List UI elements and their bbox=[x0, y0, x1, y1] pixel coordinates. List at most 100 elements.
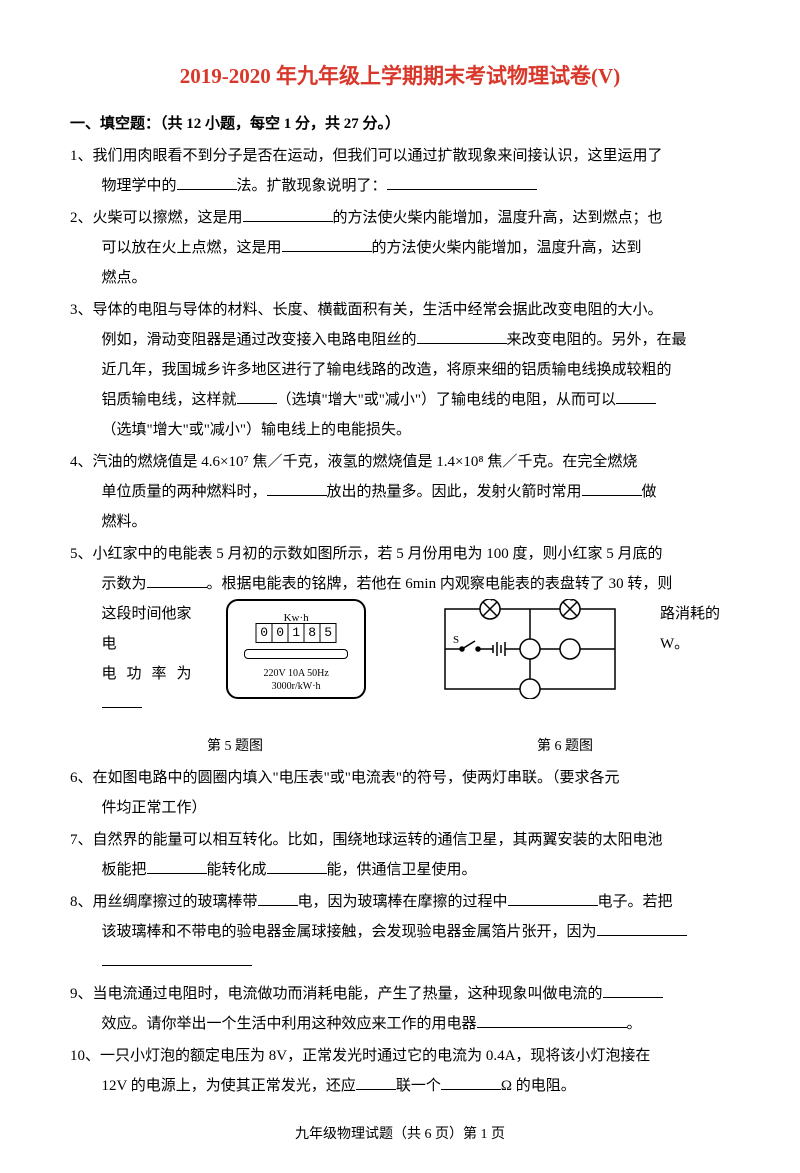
q9-blank1[interactable] bbox=[603, 982, 663, 998]
q10-t1: 一只小灯泡的额定电压为 8V，正常发光时通过它的电流为 0.4A，现将该小灯泡接… bbox=[100, 1048, 650, 1064]
circuit-l2-label: L₂ bbox=[563, 599, 574, 602]
question-8: 8、用丝绸摩擦过的玻璃棒带电，因为玻璃棒在摩擦的过程中电子。若把 该玻璃棒和不带… bbox=[70, 887, 730, 977]
q1-num: 1、 bbox=[70, 148, 93, 164]
q10-t2: 12V 的电源上，为使其正常发光，还应 bbox=[102, 1078, 356, 1094]
q7-blank2[interactable] bbox=[267, 858, 327, 874]
circuit-figure: L₁ L₂ S bbox=[435, 599, 625, 699]
q5-blank2[interactable] bbox=[102, 692, 142, 708]
q4-t4: 做 bbox=[642, 484, 657, 500]
q9-blank2[interactable] bbox=[477, 1012, 627, 1028]
q7-blank1[interactable] bbox=[147, 858, 207, 874]
q4-line2: 单位质量的两种燃料时， 放出的热量多。因此，发射火箭时常用 做 bbox=[70, 484, 657, 500]
q8-t4: 该玻璃棒和不带电的验电器金属球接触，会发现验电器金属箔片张开，因为 bbox=[102, 924, 597, 940]
q7-num: 7、 bbox=[70, 832, 93, 848]
question-3: 3、导体的电阻与导体的材料、长度、横截面积有关，生活中经常会据此改变电阻的大小。… bbox=[70, 295, 730, 445]
q1-blank2[interactable] bbox=[387, 174, 537, 190]
meter-line1: 220V 10A 50Hz bbox=[263, 668, 328, 679]
q7-t3: 能转化成 bbox=[207, 862, 267, 878]
q2-t3: 可以放在火上点燃，这是用 bbox=[102, 240, 282, 256]
meter-disc-icon bbox=[244, 649, 348, 659]
q5-blank1[interactable] bbox=[147, 572, 207, 588]
q8-t3: 电子。若把 bbox=[598, 894, 673, 910]
q5-right-text: 路消耗的 W。 bbox=[660, 599, 730, 659]
circuit-s-label: S bbox=[453, 634, 459, 646]
q10-blank1[interactable] bbox=[356, 1074, 396, 1090]
q3-t5: 铝质输电线，这样就 bbox=[102, 392, 237, 408]
q5-t3: 。根据电能表的铭牌，若他在 6min 内观察电能表的表盘转了 30 转，则 bbox=[207, 576, 673, 592]
q8-blank1[interactable] bbox=[258, 890, 298, 906]
q2-t2: 的方法使火柴内能增加，温度升高，达到燃点；也 bbox=[333, 210, 663, 226]
q1-line2: 物理学中的 法。扩散现象说明了： bbox=[70, 178, 537, 194]
q2-t4: 的方法使火柴内能增加，温度升高，达到 bbox=[372, 240, 642, 256]
q2-line2: 可以放在火上点燃，这是用 的方法使火柴内能增加，温度升高，达到 bbox=[70, 240, 642, 256]
q10-blank2[interactable] bbox=[441, 1074, 501, 1090]
q7-t4: 能，供通信卫星使用。 bbox=[327, 862, 477, 878]
q8-line2: 该玻璃棒和不带电的验电器金属球接触，会发现验电器金属箔片张开，因为 bbox=[70, 924, 687, 940]
q1-t2: 物理学中的 bbox=[102, 178, 177, 194]
q3-t2: 例如，滑动变阻器是通过改变接入电路电阻丝的 bbox=[102, 332, 417, 348]
q9-num: 9、 bbox=[70, 986, 93, 1002]
q2-blank2[interactable] bbox=[282, 236, 372, 252]
q3-t1: 导体的电阻与导体的材料、长度、横截面积有关，生活中经常会据此改变电阻的大小。 bbox=[93, 302, 663, 318]
q3-t7: （选填"增大"或"减小"）输电线上的电能损失。 bbox=[70, 422, 411, 438]
q4-blank2[interactable] bbox=[582, 480, 642, 496]
circuit-l1-label: L₁ bbox=[483, 599, 494, 602]
q9-t3: 。 bbox=[627, 1016, 642, 1032]
q8-line3 bbox=[70, 954, 252, 970]
q10-num: 10、 bbox=[70, 1048, 100, 1064]
q1-blank1[interactable] bbox=[177, 174, 237, 190]
q5-t2: 示数为 bbox=[102, 576, 147, 592]
q3-blank2[interactable] bbox=[237, 388, 277, 404]
figure-captions: 第 5 题图 第 6 题图 bbox=[70, 727, 730, 761]
q8-blank4[interactable] bbox=[102, 950, 252, 966]
q5-num: 5、 bbox=[70, 546, 93, 562]
page-title: 2019-2020 年九年级上学期期末考试物理试卷(V) bbox=[70, 60, 730, 90]
meter-d1: 0 bbox=[273, 624, 289, 642]
meter-info: 220V 10A 50Hz 3000r/kW·h bbox=[228, 667, 364, 693]
q5-t4b: 路消耗的 bbox=[660, 606, 720, 622]
q7-line2: 板能把 能转化成 能，供通信卫星使用。 bbox=[70, 862, 477, 878]
question-1: 1、我们用肉眼看不到分子是否在运动，但我们可以通过扩散现象来间接认识，这里运用了… bbox=[70, 141, 730, 201]
q4-blank1[interactable] bbox=[267, 480, 327, 496]
q7-t2: 板能把 bbox=[102, 862, 147, 878]
q4-t2: 单位质量的两种燃料时， bbox=[102, 484, 267, 500]
meter-d3: 8 bbox=[305, 624, 321, 642]
q9-t1: 当电流通过电阻时，电流做功而消耗电能，产生了热量，这种现象叫做电流的 bbox=[93, 986, 603, 1002]
question-2: 2、火柴可以擦燃，这是用的方法使火柴内能增加，温度升高，达到燃点；也 可以放在火… bbox=[70, 203, 730, 293]
q8-blank2[interactable] bbox=[508, 890, 598, 906]
q4-t3: 放出的热量多。因此，发射火箭时常用 bbox=[327, 484, 582, 500]
q2-t1: 火柴可以擦燃，这是用 bbox=[93, 210, 243, 226]
meter-d0: 0 bbox=[257, 624, 273, 642]
q8-t1: 用丝绸摩擦过的玻璃棒带 bbox=[93, 894, 258, 910]
q2-t5: 燃点。 bbox=[70, 270, 147, 286]
q5-left-text: 这段时间他家电 电功率为 bbox=[102, 599, 192, 719]
q3-blank1[interactable] bbox=[417, 328, 507, 344]
q3-num: 3、 bbox=[70, 302, 93, 318]
q10-t4: Ω 的电阻。 bbox=[501, 1078, 576, 1094]
q10-t3: 联一个 bbox=[396, 1078, 441, 1094]
q8-blank3[interactable] bbox=[597, 920, 687, 936]
q3-blank3[interactable] bbox=[616, 388, 656, 404]
q5-fig-row: 这段时间他家电 电功率为 Kw·h 0 0 1 8 5 220V bbox=[70, 599, 730, 719]
q2-blank1[interactable] bbox=[243, 206, 333, 222]
meter-digits: 0 0 1 8 5 bbox=[256, 623, 337, 643]
q3-t4: 近几年，我国城乡许多地区进行了输电线路的改造，将原来细的铝质输电线换成较粗的 bbox=[70, 362, 672, 378]
q4-t1: 汽油的燃烧值是 4.6×10⁷ 焦／千克，液氢的燃烧值是 1.4×10⁸ 焦／千… bbox=[93, 454, 638, 470]
q1-t3: 法。扩散现象说明了： bbox=[237, 178, 387, 194]
page-footer: 九年级物理试题（共 6 页）第 1 页 bbox=[70, 1123, 730, 1143]
q5-t4a: 这段时间他家电 bbox=[102, 606, 192, 652]
fig6-caption: 第 6 题图 bbox=[537, 733, 593, 761]
q5-figures: Kw·h 0 0 1 8 5 220V 10A 50Hz 3000r/kW·h bbox=[192, 599, 661, 699]
meter-d2: 1 bbox=[289, 624, 305, 642]
q3-line4: 铝质输电线，这样就（选填"增大"或"减小"）了输电线的电阻，从而可以 bbox=[70, 392, 656, 408]
energy-meter-figure: Kw·h 0 0 1 8 5 220V 10A 50Hz 3000r/kW·h bbox=[226, 599, 366, 699]
q4-num: 4、 bbox=[70, 454, 93, 470]
fig5-caption: 第 5 题图 bbox=[207, 733, 263, 761]
exam-page: 2019-2020 年九年级上学期期末考试物理试卷(V) 一、填空题：（共 12… bbox=[0, 0, 800, 1173]
q9-t2: 效应。请你举出一个生活中利用这种效应来工作的用电器 bbox=[102, 1016, 477, 1032]
q10-line2: 12V 的电源上，为使其正常发光，还应 联一个 Ω 的电阻。 bbox=[70, 1078, 576, 1094]
section-1-header: 一、填空题：（共 12 小题，每空 1 分，共 27 分。） bbox=[70, 112, 730, 133]
meter-d4: 5 bbox=[321, 624, 336, 642]
q6-t1: 在如图电路中的圆圈内填入"电压表"或"电流表"的符号，使两灯串联。（要求各元 bbox=[93, 770, 620, 786]
question-5: 5、小红家中的电能表 5 月初的示数如图所示，若 5 月份用电为 100 度，则… bbox=[70, 539, 730, 761]
